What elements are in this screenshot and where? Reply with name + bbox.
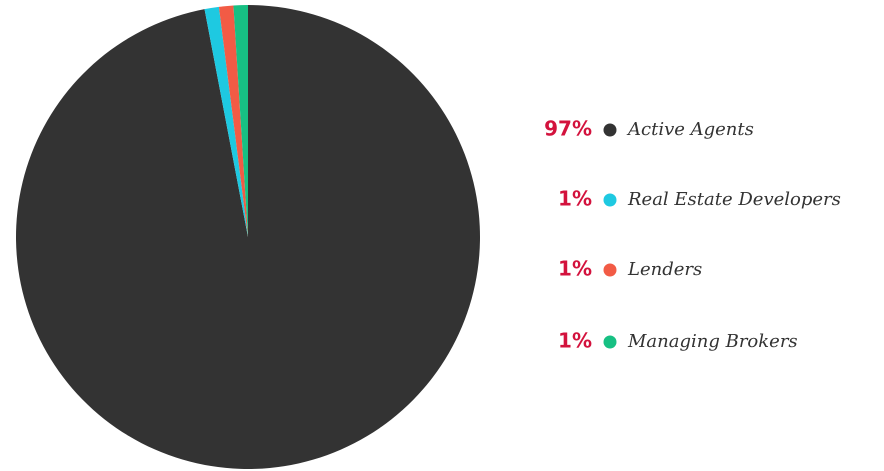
legend-swatch [603,123,617,137]
legend-label: Lenders [627,259,702,280]
pie-slice [204,6,248,237]
pie-slice [218,5,248,238]
legend-swatch [603,193,617,207]
legend-swatch [603,263,617,277]
legend-value: 1% [558,257,592,281]
legend-label: Managing Brokers [627,331,798,352]
legend-swatch [603,335,617,349]
legend-label: Active Agents [626,119,754,140]
legend-value: 1% [558,329,592,353]
pie-slice [233,5,248,237]
pie-slice [16,5,480,469]
legend-value: 97% [544,117,592,141]
legend-label: Real Estate Developers [627,189,841,210]
legend-value: 1% [558,187,592,211]
